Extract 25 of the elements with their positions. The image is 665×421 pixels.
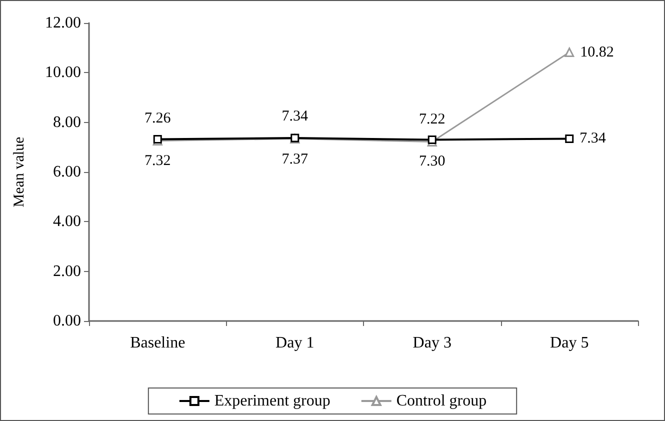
legend-label: Control group xyxy=(396,392,487,410)
point xyxy=(564,48,574,58)
x-tick-label: Baseline xyxy=(130,334,186,352)
y-tick-label: 0.00 xyxy=(53,312,81,330)
data-label: 7.30 xyxy=(419,153,446,170)
y-tick-label: 8.00 xyxy=(53,114,81,131)
data-label: 7.26 xyxy=(144,110,172,126)
x-tick-label: Day 1 xyxy=(276,334,314,352)
y-tick-label: 12.00 xyxy=(45,14,81,32)
legend-label: Experiment group xyxy=(214,392,330,410)
point xyxy=(565,134,574,143)
data-label: 7.34 xyxy=(580,130,606,147)
y-tick-label: 2.00 xyxy=(53,262,81,280)
data-label: 7.37 xyxy=(282,152,308,168)
x-tick-label: Day 5 xyxy=(550,334,589,352)
data-label: 7.34 xyxy=(282,108,308,124)
y-tick-label: 6.00 xyxy=(53,164,81,180)
y-tick-label: 10.00 xyxy=(45,64,81,82)
data-label: 10.82 xyxy=(580,44,614,60)
data-label: 7.32 xyxy=(144,152,171,169)
point xyxy=(428,135,436,144)
y-axis-title: Mean value xyxy=(12,136,28,208)
y-tick-label: 4.00 xyxy=(53,213,81,230)
data-label: 7.22 xyxy=(419,111,446,128)
x-tick-label: Day 3 xyxy=(412,334,452,352)
